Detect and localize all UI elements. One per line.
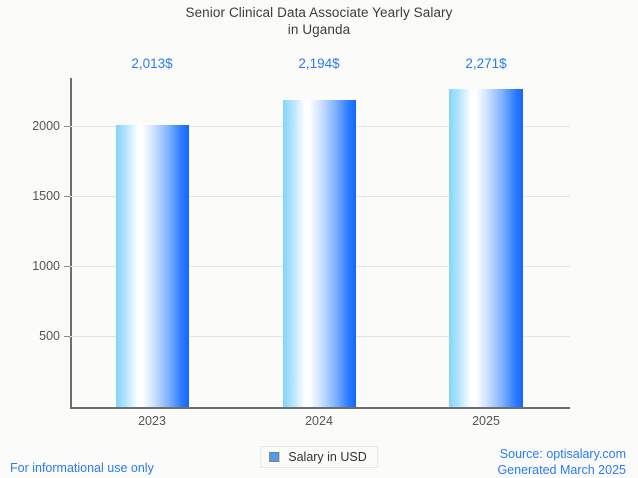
y-tick-label-1000: 1000 bbox=[32, 259, 60, 273]
tick-mark-1500 bbox=[64, 196, 70, 197]
value-label-2023: 2,013$ bbox=[131, 56, 173, 71]
bar-2024[interactable] bbox=[283, 100, 356, 407]
y-axis-line bbox=[70, 78, 72, 408]
y-tick-label-500: 500 bbox=[39, 329, 60, 343]
legend-item-label: Salary in USD bbox=[288, 450, 367, 464]
x-tick-label-2025: 2025 bbox=[472, 414, 500, 428]
value-label-2025: 2,271$ bbox=[465, 56, 507, 71]
x-tick-label-2024: 2024 bbox=[305, 414, 333, 428]
generated-date-label: Generated March 2025 bbox=[497, 463, 626, 477]
tick-mark-1000 bbox=[64, 266, 70, 267]
chart-title-line-2: in Uganda bbox=[287, 22, 351, 37]
chart-title: Senior Clinical Data Associate Yearly Sa… bbox=[0, 4, 638, 38]
bar-2025[interactable] bbox=[449, 89, 523, 407]
tick-mark-500 bbox=[64, 336, 70, 337]
y-tick-label-1500: 1500 bbox=[32, 189, 60, 203]
plot-area bbox=[64, 78, 570, 408]
footer-source-block: Source: optisalary.com Generated March 2… bbox=[497, 446, 626, 478]
informational-use-note: For informational use only bbox=[10, 461, 154, 475]
value-label-2024: 2,194$ bbox=[298, 56, 340, 71]
source-label: Source: optisalary.com bbox=[499, 447, 626, 461]
x-tick-label-2023: 2023 bbox=[138, 414, 166, 428]
chart-legend[interactable]: Salary in USD bbox=[260, 446, 378, 468]
chart-title-line-1: Senior Clinical Data Associate Yearly Sa… bbox=[185, 5, 453, 20]
y-tick-label-2000: 2000 bbox=[32, 119, 60, 133]
tick-mark-2000 bbox=[64, 126, 70, 127]
bar-2023[interactable] bbox=[116, 125, 189, 407]
x-axis-line bbox=[70, 407, 570, 409]
legend-swatch-icon bbox=[269, 452, 280, 462]
